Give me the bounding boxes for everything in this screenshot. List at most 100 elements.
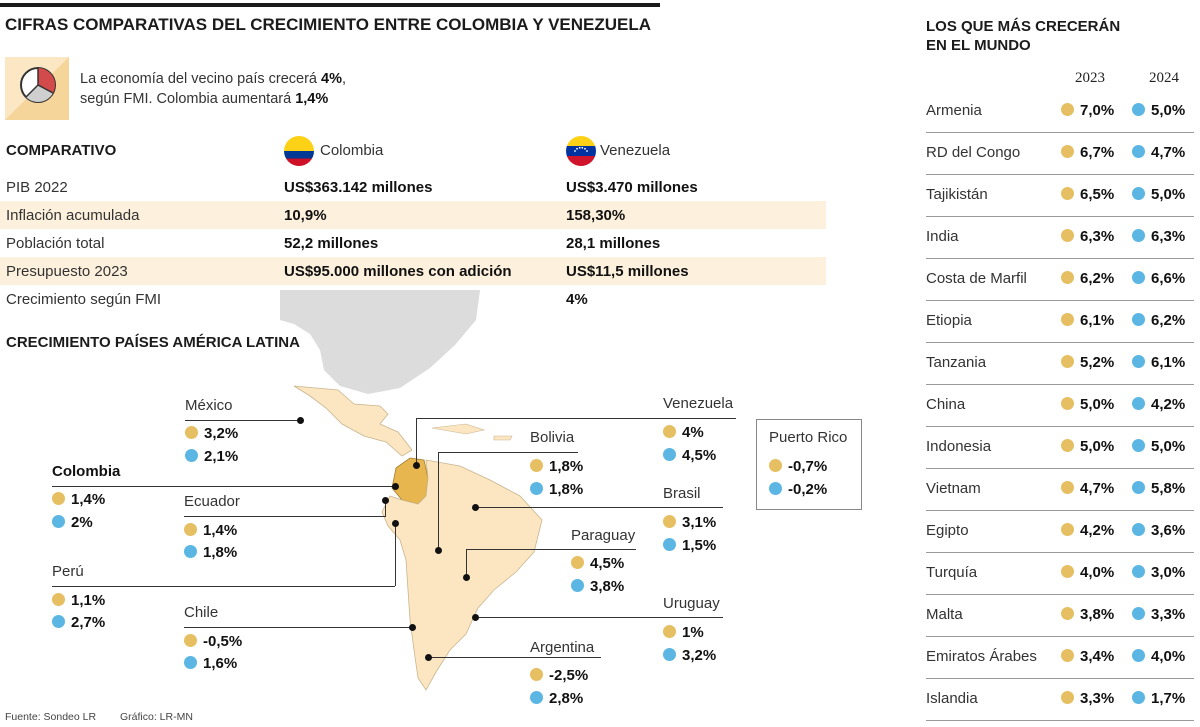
value-2024: 5,0%	[1132, 102, 1185, 119]
intro-line1-comma: ,	[341, 71, 346, 87]
dot-2023-icon	[1061, 229, 1074, 242]
dot-2024-icon	[1132, 355, 1145, 368]
world-title-line2: EN EL MUNDO	[926, 37, 1031, 54]
country-name: Costa de Marfil	[926, 270, 1027, 287]
venezuela-2023: 4%	[663, 424, 704, 441]
value-2024: 1,7%	[1132, 690, 1185, 707]
dot-2024-icon	[185, 449, 198, 462]
bolivia-2024: 1,8%	[530, 481, 583, 498]
dot-2023-icon	[1061, 691, 1074, 704]
header-rule	[0, 3, 660, 7]
dot-2023-icon	[1061, 523, 1074, 536]
value-2024: 3,6%	[1132, 522, 1185, 539]
ecuador-label: Ecuador	[184, 493, 240, 510]
dot-2024-icon	[1132, 565, 1145, 578]
dot-2024-icon	[52, 615, 65, 628]
dot-2023-icon	[52, 593, 65, 606]
mexico-2024: 2,1%	[185, 448, 238, 465]
paraguay-pin	[463, 574, 470, 581]
dot-2024-icon	[1132, 649, 1145, 662]
country-name: Emiratos Árabes	[926, 648, 1037, 665]
dot-2023-icon	[1061, 607, 1074, 620]
puerto-rico-2023: -0,7%	[769, 458, 827, 475]
intro-icon-box	[5, 57, 69, 120]
year-2023-header: 2023	[1075, 70, 1105, 86]
puerto-rico-box	[756, 419, 862, 510]
dot-2024-icon	[184, 656, 197, 669]
colombia-2024: 2%	[52, 514, 93, 531]
mexico-leader	[185, 420, 300, 421]
dot-2023-icon	[1061, 313, 1074, 326]
venezuela-value: 4%	[566, 290, 588, 308]
row-label: PIB 2022	[6, 178, 68, 196]
list-item: RD del Congo 6,7% 4,7%	[926, 132, 1194, 175]
list-item: Tanzania 5,2% 6,1%	[926, 342, 1194, 385]
row-label: Presupuesto 2023	[0, 257, 284, 285]
country-name: Egipto	[926, 522, 969, 539]
venezuela-header: Venezuela	[600, 142, 671, 159]
value-2024: 6,1%	[1132, 354, 1185, 371]
venezuela-value: 28,1 millones	[566, 234, 661, 252]
list-item: Malta 3,8% 3,3%	[926, 594, 1194, 637]
uruguay-2024: 3,2%	[663, 647, 716, 664]
venezuela-value: US$11,5 millones	[566, 257, 826, 285]
dot-2024-icon	[52, 515, 65, 528]
row-label: Población total	[6, 234, 105, 252]
row-label: Crecimiento según FMI	[6, 290, 162, 308]
argentina-2023: -2,5%	[530, 667, 588, 684]
paraguay-label: Paraguay	[571, 527, 636, 544]
value-2023: 4,2%	[1061, 522, 1114, 539]
chile-leader	[184, 627, 412, 628]
argentina-pin	[425, 654, 432, 661]
argentina-label: Argentina	[530, 639, 595, 656]
chile-pin	[409, 624, 416, 631]
puerto-rico-label: Puerto Rico	[769, 429, 848, 446]
table-row: Inflación acumulada 10,9% 158,30%	[0, 201, 826, 229]
value-2024: 3,0%	[1132, 564, 1185, 581]
uruguay-pin	[472, 614, 479, 621]
row-label: Inflación acumulada	[0, 201, 284, 229]
americas-map	[280, 290, 760, 705]
value-2024: 5,8%	[1132, 480, 1185, 497]
uruguay-leader	[475, 617, 723, 618]
chile-2024: 1,6%	[184, 655, 237, 672]
year-2024-header: 2024	[1149, 70, 1179, 86]
list-item: Costa de Marfil 6,2% 6,6%	[926, 258, 1194, 301]
dot-2023-icon	[184, 523, 197, 536]
dot-2024-icon	[663, 648, 676, 661]
dot-2024-icon	[1132, 103, 1145, 116]
dot-2023-icon	[1061, 649, 1074, 662]
value-2023: 5,0%	[1061, 438, 1114, 455]
dot-2023-icon	[663, 625, 676, 638]
brasil-2023: 3,1%	[663, 514, 716, 531]
value-2023: 5,0%	[1061, 396, 1114, 413]
dot-2023-icon	[571, 556, 584, 569]
value-2023: 4,0%	[1061, 564, 1114, 581]
dot-2024-icon	[1132, 607, 1145, 620]
dot-2023-icon	[530, 668, 543, 681]
dot-2024-icon	[1132, 271, 1145, 284]
caribbean-shape	[431, 423, 513, 441]
value-2023: 3,8%	[1061, 606, 1114, 623]
venezuela-value: 158,30%	[566, 201, 826, 229]
paraguay-leader-vertical	[466, 549, 467, 577]
peru-pin	[392, 520, 399, 527]
list-item: Islandia 3,3% 1,7%	[926, 678, 1194, 721]
peru-leader-vertical	[395, 524, 396, 586]
dot-2024-icon	[663, 448, 676, 461]
dot-2024-icon	[571, 579, 584, 592]
colombia-value: US$95.000 millones con adición	[284, 257, 566, 285]
paraguay-2023: 4,5%	[571, 555, 624, 572]
list-item: China 5,0% 4,2%	[926, 384, 1194, 427]
intro-line2-text: según FMI. Colombia aumentará	[80, 91, 296, 107]
value-2023: 6,7%	[1061, 144, 1114, 161]
value-2023: 7,0%	[1061, 102, 1114, 119]
dot-2023-icon	[663, 515, 676, 528]
mexico-label: México	[185, 397, 233, 414]
country-name: Tajikistán	[926, 186, 988, 203]
venezuela-leader-vertical	[416, 418, 417, 466]
dot-2024-icon	[1132, 145, 1145, 158]
dot-2023-icon	[1061, 481, 1074, 494]
mexico-2023: 3,2%	[185, 425, 238, 442]
list-item: Etiopia 6,1% 6,2%	[926, 300, 1194, 343]
